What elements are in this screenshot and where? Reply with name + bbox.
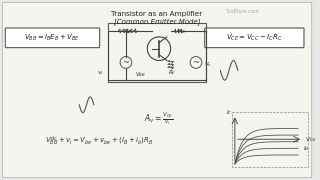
Text: ~: ~ bbox=[123, 58, 129, 67]
Text: $V_{BB} = I_B E_B + V_{BE}$: $V_{BB} = I_B E_B + V_{BE}$ bbox=[24, 33, 80, 43]
FancyBboxPatch shape bbox=[2, 2, 312, 178]
FancyBboxPatch shape bbox=[5, 28, 100, 48]
Text: $V_{BB}^{dc} + v_i = V_{be} + v_{be} + (I_B + i_b) R_B$: $V_{BB}^{dc} + v_i = V_{be} + v_{be} + (… bbox=[44, 134, 153, 148]
Text: $R_C$: $R_C$ bbox=[177, 27, 186, 36]
Bar bbox=[232, 112, 308, 167]
Text: $I_C$: $I_C$ bbox=[226, 108, 233, 117]
Text: $R_E$: $R_E$ bbox=[168, 68, 176, 77]
Bar bbox=[108, 23, 206, 82]
Text: $V_{CE}$: $V_{CE}$ bbox=[305, 135, 317, 144]
Text: Transistor as an Amplifier: Transistor as an Amplifier bbox=[111, 11, 203, 17]
Text: $V_o$: $V_o$ bbox=[204, 60, 212, 69]
Text: $V_{CE} = V_{CC} - I_C R_C$: $V_{CE} = V_{CC} - I_C R_C$ bbox=[226, 33, 283, 43]
Text: $v_i$: $v_i$ bbox=[97, 69, 104, 77]
Text: TuoBlaze.com: TuoBlaze.com bbox=[225, 9, 259, 14]
FancyBboxPatch shape bbox=[205, 28, 304, 48]
Text: $I_B$: $I_B$ bbox=[303, 144, 309, 153]
Text: [Common Emitter Mode]: [Common Emitter Mode] bbox=[114, 18, 200, 25]
Text: $V_{BB}$: $V_{BB}$ bbox=[135, 70, 146, 79]
Text: $R_B$: $R_B$ bbox=[123, 27, 132, 36]
Text: $A_v = \frac{V_{CE}}{v_i}$: $A_v = \frac{V_{CE}}{v_i}$ bbox=[144, 110, 173, 127]
Text: ~: ~ bbox=[192, 58, 199, 67]
